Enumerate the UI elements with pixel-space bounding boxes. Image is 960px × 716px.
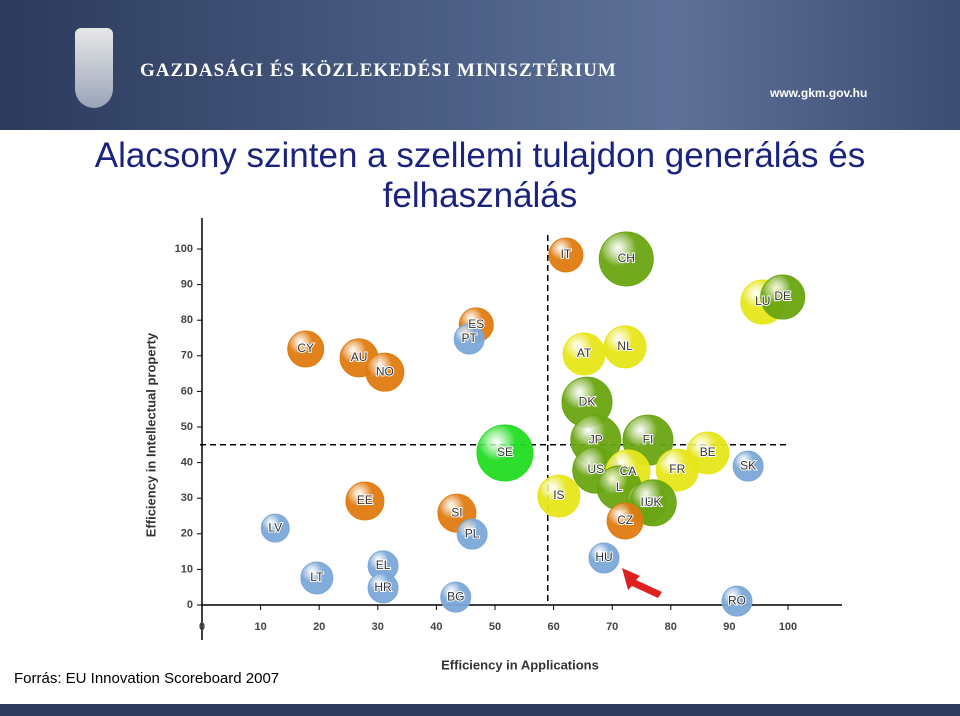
bubble-label: EE: [357, 493, 373, 507]
crest: [75, 28, 113, 108]
bubble-label: JP: [589, 432, 603, 446]
bubble: [606, 502, 644, 540]
bubble-label: HR: [374, 580, 392, 594]
bubble-label: L: [616, 480, 623, 494]
bubble-label: LV: [268, 520, 282, 534]
y-tick-label: 30: [181, 492, 193, 504]
bubble: [476, 424, 534, 482]
x-tick-label: 80: [665, 621, 677, 633]
bubble: [655, 448, 699, 492]
url: www.gkm.gov.hu: [770, 86, 868, 100]
x-tick-label: 90: [723, 621, 735, 633]
y-tick-label: 90: [181, 279, 193, 291]
bubble: [260, 513, 290, 543]
bubble-label: PT: [462, 331, 478, 345]
arrow: [622, 568, 662, 598]
bubble-label: CA: [620, 464, 637, 478]
y-tick-label: 100: [175, 243, 193, 255]
bottom-bar: [0, 704, 960, 716]
bubble-label: CH: [618, 251, 635, 265]
bubble-label: UK: [645, 495, 662, 509]
x-tick-label: 50: [489, 621, 501, 633]
slide-title: Alacsony szinten a szellemi tulajdon gen…: [94, 136, 866, 215]
y-tick-label: 0: [187, 599, 193, 611]
x-tick-label: 70: [606, 621, 618, 633]
bubble-label: BG: [447, 589, 464, 603]
bubble-label: LU: [755, 294, 770, 308]
bubble: [453, 323, 485, 355]
bubble-label: US: [587, 462, 604, 476]
bubble: [721, 585, 753, 617]
bubble: [365, 352, 405, 392]
bubble-label: NO: [376, 364, 394, 378]
bubble-label: IT: [561, 247, 572, 261]
bubble-label: CZ: [617, 513, 633, 527]
bubble-label: LT: [310, 570, 324, 584]
x-tick-label: 60: [547, 621, 559, 633]
bubble: [300, 561, 334, 595]
bubble: [760, 274, 806, 320]
bubble-label: AT: [577, 346, 592, 360]
bubble-label: PL: [465, 526, 480, 540]
x-tick-label: 0: [199, 621, 205, 633]
bubble: [287, 330, 325, 368]
bubble-label: IE: [641, 495, 652, 509]
bubble-label: SE: [497, 445, 513, 459]
x-axis-label: Efficiency in Applications: [441, 657, 599, 672]
bubble-label: AU: [351, 350, 368, 364]
y-tick-label: 40: [181, 457, 193, 469]
bubble-label: CY: [297, 341, 314, 355]
y-tick-label: 60: [181, 385, 193, 397]
bubble-label: RO: [728, 593, 746, 607]
x-tick-label: 10: [254, 621, 266, 633]
bubble: [440, 581, 472, 613]
bubble-label: IS: [553, 488, 564, 502]
bubble: [732, 450, 764, 482]
y-tick-label: 80: [181, 314, 193, 326]
bubble-label: FR: [669, 462, 685, 476]
x-tick-label: 100: [779, 621, 797, 633]
y-tick-label: 50: [181, 421, 193, 433]
bubble-label: NL: [617, 339, 633, 353]
x-tick-label: 20: [313, 621, 325, 633]
bubble: [456, 518, 488, 550]
bubble: [598, 231, 654, 287]
bubble: [367, 572, 399, 604]
bubble-label: DE: [774, 289, 791, 303]
x-tick-label: 30: [372, 621, 384, 633]
bubble: [537, 474, 581, 518]
bubble-label: DK: [579, 394, 596, 408]
y-tick-label: 10: [181, 563, 193, 575]
x-tick-label: 40: [430, 621, 442, 633]
y-tick-label: 70: [181, 350, 193, 362]
y-axis-label: Efficiency in Intellectual property: [143, 332, 158, 537]
bubble: [588, 542, 620, 574]
bubble-label: SK: [740, 458, 756, 472]
bubble: [548, 237, 584, 273]
banner: GAZDASÁGI ÉS KÖZLEKEDÉSI MINISZTÉRIUM ww…: [0, 0, 960, 130]
ministry-name: GAZDASÁGI ÉS KÖZLEKEDÉSI MINISZTÉRIUM: [140, 60, 617, 81]
bubble-label: BE: [700, 445, 716, 459]
bubble: [603, 325, 647, 369]
bubble: [345, 481, 385, 521]
bubble-label: HU: [595, 550, 612, 564]
bubble-label: ES: [468, 317, 484, 331]
bubble-label: EL: [376, 558, 391, 572]
bubble-label: SI: [451, 505, 462, 519]
source: Forrás: EU Innovation Scoreboard 2007: [14, 670, 280, 687]
bubble-label: FI: [643, 432, 654, 446]
y-tick-label: 20: [181, 528, 193, 540]
